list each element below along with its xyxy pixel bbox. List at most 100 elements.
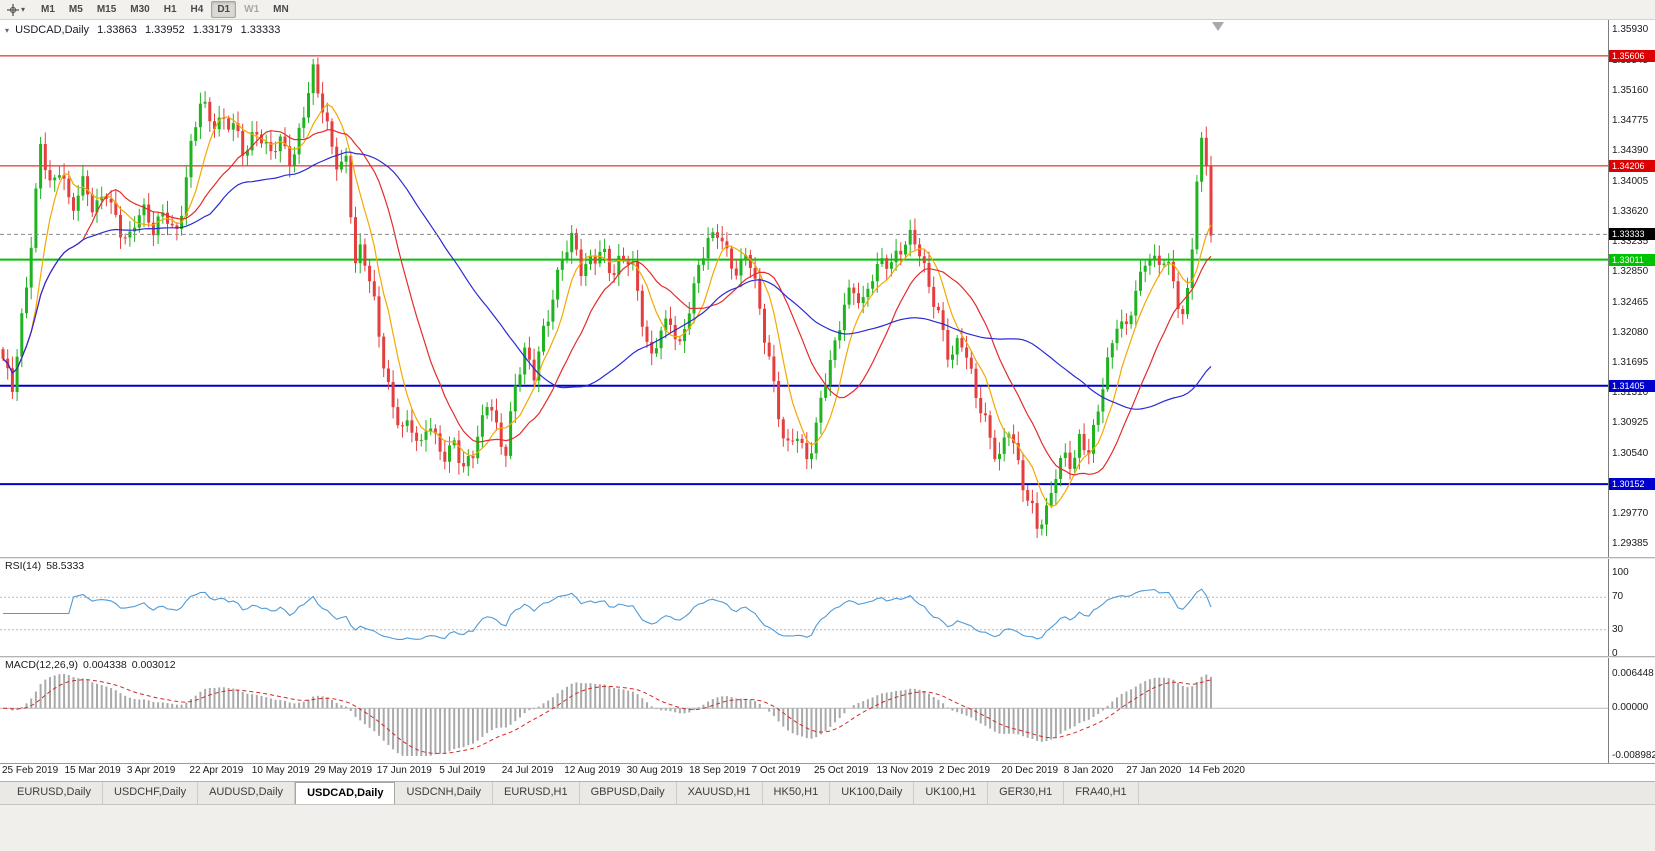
symbol-collapse-icon[interactable]: ▾: [5, 26, 10, 35]
candle-body: [1124, 321, 1128, 325]
candle-body: [1134, 290, 1138, 316]
tool-dropdown-caret-icon[interactable]: ▾: [21, 5, 26, 14]
candle-body: [998, 453, 1001, 460]
chart-tab-uk100-daily[interactable]: UK100,Daily: [830, 782, 915, 804]
candle-body: [466, 456, 470, 467]
candle-body: [471, 456, 475, 459]
candle-body: [377, 296, 381, 337]
candle-body: [565, 252, 569, 260]
rsi-name: RSI(14): [5, 560, 42, 572]
candle-body: [137, 215, 141, 228]
candle-body: [76, 195, 80, 211]
rsi-line: [3, 588, 1212, 640]
candle-body: [382, 336, 386, 369]
candle-body: [1092, 424, 1095, 454]
chart-tab-usdcad-daily[interactable]: USDCAD,Daily: [295, 782, 396, 804]
rsi-axis-label: 100: [1612, 567, 1629, 578]
timeframe-button-d1[interactable]: D1: [211, 1, 237, 18]
timeframe-button-m15[interactable]: M15: [96, 4, 117, 15]
candle-body: [339, 161, 343, 170]
time-axis[interactable]: 25 Feb 2019 15 Mar 2019 3 Apr 2019 22 Apr 2…: [0, 764, 1608, 781]
candle-body: [48, 170, 52, 181]
price-axis-label: 1.32850: [1612, 266, 1649, 278]
candle-body: [90, 194, 94, 213]
candle-body: [448, 445, 451, 462]
candle-body: [368, 265, 372, 282]
time-axis-label: 30 Aug 2019: [626, 765, 683, 776]
candle-body: [241, 130, 245, 156]
candle-body: [866, 288, 870, 298]
chart-tab-uk100-h1[interactable]: UK100,H1: [914, 782, 989, 804]
candle-body: [485, 407, 489, 416]
time-axis-label: 29 May 2019: [314, 765, 373, 776]
chart-tab-eurusd-daily[interactable]: EURUSD,Daily: [6, 782, 103, 804]
candle-body: [795, 438, 799, 441]
chart-tab-xauusd-h1[interactable]: XAUUSD,H1: [677, 782, 763, 804]
crosshair-tool-icon[interactable]: [6, 3, 20, 17]
chart-tab-audusd-daily[interactable]: AUDUSD,Daily: [198, 782, 296, 804]
candle-body: [542, 325, 545, 352]
candle-body: [725, 241, 729, 249]
timeframe-button-w1[interactable]: W1: [244, 4, 260, 15]
time-axis-label: 13 Nov 2019: [876, 765, 934, 776]
candle-body: [302, 117, 306, 128]
candle-body: [664, 318, 668, 331]
candle-body: [161, 212, 165, 217]
candle-body: [95, 200, 99, 213]
candle-body: [499, 422, 503, 447]
price-axis-label: 1.29770: [1612, 508, 1649, 520]
time-axis-label: 5 Jul 2019: [439, 765, 486, 776]
pane-separator-macd[interactable]: [0, 656, 1655, 658]
candle-body: [574, 232, 578, 250]
candle-body: [969, 357, 973, 369]
timeframe-button-m1[interactable]: M1: [41, 4, 55, 15]
chart-tab-usdcnh-daily[interactable]: USDCNH,Daily: [395, 782, 494, 804]
timeframe-button-h4[interactable]: H4: [190, 4, 204, 15]
candle-body: [433, 428, 437, 434]
candle-body: [781, 419, 785, 439]
chart-tab-hk50-h1[interactable]: HK50,H1: [763, 782, 831, 804]
candle-body: [622, 255, 625, 260]
candle-body: [805, 443, 809, 460]
time-axis-label: 15 Mar 2019: [64, 765, 121, 776]
chart-tab-gbpusd-daily[interactable]: GBPUSD,Daily: [580, 782, 677, 804]
candle-body: [537, 351, 541, 381]
candle-body: [213, 121, 216, 130]
candle-body: [25, 287, 28, 314]
price-pane[interactable]: [1, 57, 1213, 539]
candle-body: [245, 150, 249, 156]
timeframe-button-m30[interactable]: M30: [130, 4, 150, 15]
candle-body: [57, 175, 61, 178]
candle-body: [175, 225, 179, 229]
candle-body: [104, 196, 108, 199]
time-axis-label: 24 Jul 2019: [501, 765, 554, 776]
macd-pane[interactable]: [0, 674, 1608, 756]
chart-tab-ger30-h1[interactable]: GER30,H1: [988, 782, 1065, 804]
candle-body: [1195, 181, 1199, 250]
chart-tab-fra40-h1[interactable]: FRA40,H1: [1064, 782, 1139, 804]
timeframe-button-m5[interactable]: M5: [68, 4, 83, 15]
candle-body: [424, 431, 428, 440]
candle-body: [899, 250, 903, 255]
candle-body: [1049, 493, 1053, 506]
price-axis[interactable]: 1.359301.355451.351601.347751.343901.340…: [1608, 20, 1655, 763]
candle-body: [692, 283, 696, 314]
time-axis-label: 10 May 2019: [251, 765, 310, 776]
candle-body: [194, 127, 198, 141]
chart-tab-eurusd-h1[interactable]: EURUSD,H1: [493, 782, 580, 804]
chart-tab-usdchf-daily[interactable]: USDCHF,Daily: [103, 782, 199, 804]
rsi-value: 58.5333: [46, 560, 85, 572]
rsi-pane[interactable]: [0, 588, 1608, 640]
chart-shift-marker[interactable]: [1212, 22, 1224, 31]
pane-separator-rsi[interactable]: [0, 557, 1655, 559]
timeframe-button-h1[interactable]: H1: [163, 4, 177, 15]
timeframe-button-mn[interactable]: MN: [273, 4, 289, 15]
price-axis-label: 1.34005: [1612, 175, 1649, 187]
candle-body: [932, 286, 936, 307]
candle-body: [951, 354, 954, 360]
candle-body: [847, 287, 851, 305]
candle-body: [612, 273, 616, 275]
candle-body: [292, 154, 296, 166]
candle-body: [1129, 315, 1133, 325]
